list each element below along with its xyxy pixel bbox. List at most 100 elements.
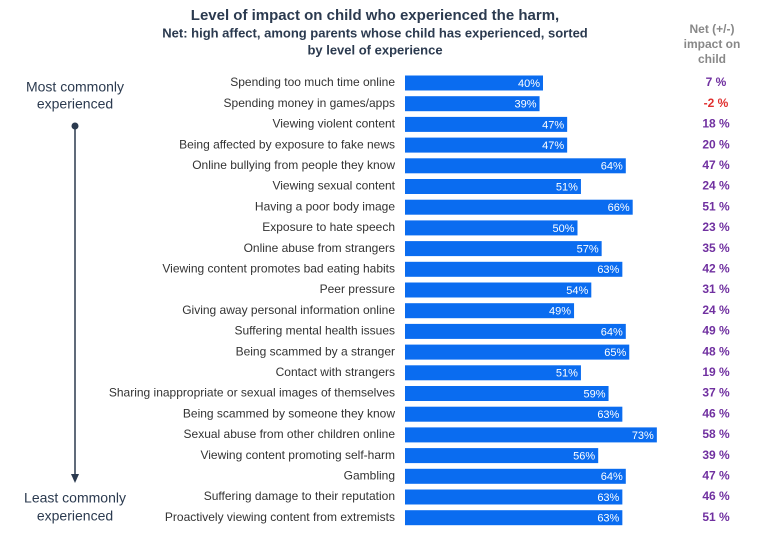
bar	[405, 386, 609, 401]
category-label: Proactively viewing content from extremi…	[165, 510, 395, 524]
value-label: 63%	[597, 513, 619, 525]
value-label: 49%	[549, 306, 571, 318]
net-value: 39 %	[702, 448, 730, 462]
bar	[405, 199, 633, 215]
net-value: 46 %	[702, 489, 730, 503]
bar	[405, 158, 626, 174]
category-label: Spending money in games/apps	[224, 96, 395, 110]
net-value: 51 %	[702, 199, 730, 213]
net-value: 51 %	[702, 510, 730, 524]
category-label: Being affected by exposure to fake news	[179, 137, 395, 151]
bar	[405, 468, 626, 484]
category-label: Viewing content promotes bad eating habi…	[162, 261, 395, 275]
category-label: Suffering damage to their reputation	[204, 489, 395, 503]
chart-title: Level of impact on child who experienced…	[191, 7, 559, 24]
annotation: experienced	[37, 96, 113, 112]
value-label: 51%	[556, 181, 578, 193]
net-value: 23 %	[702, 220, 730, 234]
value-label: 64%	[601, 326, 623, 338]
bar	[405, 510, 623, 526]
category-label: Sharing inappropriate or sexual images o…	[109, 386, 395, 400]
chart-subtitle: Net: high affect, among parents whose ch…	[162, 25, 588, 40]
value-label: 64%	[601, 161, 623, 173]
category-label: Viewing content promoting self-harm	[200, 448, 395, 462]
category-label: Sexual abuse from other children online	[184, 427, 396, 441]
value-label: 73%	[632, 430, 654, 442]
net-value: 37 %	[702, 386, 730, 400]
value-label: 47%	[542, 119, 564, 131]
net-value: 31 %	[702, 282, 730, 296]
net-value: 24 %	[702, 303, 730, 317]
category-label: Viewing violent content	[272, 117, 395, 131]
value-label: 59%	[584, 388, 606, 400]
value-label: 40%	[518, 78, 540, 90]
bar	[405, 282, 592, 298]
net-header: child	[698, 52, 726, 66]
bar	[405, 448, 599, 464]
bar	[405, 261, 623, 277]
net-value: 18 %	[702, 117, 730, 131]
net-header: impact on	[684, 37, 741, 51]
category-label: Spending too much time online	[230, 75, 395, 89]
bar	[405, 489, 623, 505]
net-value: 46 %	[702, 406, 730, 420]
value-label: 63%	[597, 492, 619, 504]
value-label: 66%	[608, 202, 630, 214]
net-value: 47 %	[702, 158, 730, 172]
bar	[405, 303, 575, 319]
net-value: 24 %	[702, 179, 730, 193]
bar	[405, 179, 581, 194]
bar	[405, 96, 540, 112]
value-label: 54%	[566, 285, 588, 297]
annotation: experienced	[37, 508, 113, 524]
value-label: 63%	[597, 264, 619, 276]
net-value: 49 %	[702, 324, 730, 338]
chart-subtitle: by level of experience	[307, 42, 442, 57]
bar	[405, 365, 581, 381]
value-label: 65%	[604, 347, 626, 359]
bar	[405, 220, 578, 236]
bar	[405, 323, 626, 339]
value-label: 47%	[542, 140, 564, 152]
value-label: 51%	[556, 368, 578, 380]
annotation: Least commonly	[24, 490, 126, 506]
value-label: 50%	[552, 223, 574, 235]
value-label: 63%	[597, 409, 619, 421]
bar	[405, 427, 657, 443]
net-value: 7 %	[706, 75, 727, 89]
category-label: Peer pressure	[320, 282, 396, 296]
bar	[405, 344, 630, 360]
net-value: 35 %	[702, 241, 730, 255]
bar	[405, 116, 568, 132]
bar	[405, 406, 623, 422]
annotation: Most commonly	[26, 79, 124, 95]
bar	[405, 137, 568, 153]
category-label: Having a poor body image	[255, 199, 395, 213]
category-label: Being scammed by someone they know	[183, 406, 395, 420]
category-label: Contact with strangers	[276, 365, 395, 379]
net-value: 42 %	[702, 261, 730, 275]
net-value: 20 %	[702, 137, 730, 151]
category-label: Suffering mental health issues	[234, 324, 395, 338]
net-value: 47 %	[702, 468, 730, 482]
bar	[405, 241, 602, 257]
bar	[405, 75, 543, 91]
value-label: 39%	[515, 99, 537, 111]
category-label: Viewing sexual content	[272, 179, 395, 193]
net-value: -2 %	[704, 96, 729, 110]
net-value: 19 %	[702, 365, 730, 379]
category-label: Giving away personal information online	[182, 303, 395, 317]
category-label: Being scammed by a stranger	[236, 344, 395, 358]
arrow-head	[71, 474, 79, 483]
category-label: Online bullying from people they know	[192, 158, 395, 172]
net-value: 48 %	[702, 344, 730, 358]
value-label: 57%	[577, 244, 599, 256]
value-label: 56%	[573, 451, 595, 463]
category-label: Online abuse from strangers	[244, 241, 395, 255]
value-label: 64%	[601, 471, 623, 483]
net-value: 58 %	[702, 427, 730, 441]
net-header: Net (+/-)	[690, 22, 735, 36]
category-label: Gambling	[344, 468, 395, 482]
category-label: Exposure to hate speech	[262, 220, 395, 234]
